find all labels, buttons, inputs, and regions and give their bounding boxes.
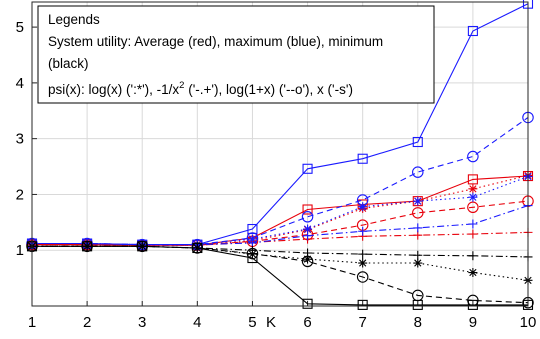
- y-tick-label: 5: [16, 19, 24, 36]
- square-marker: [357, 299, 368, 310]
- square-marker: [302, 204, 313, 215]
- square-marker: [302, 163, 313, 174]
- circle-marker: [356, 194, 369, 206]
- circle-marker: [467, 201, 479, 214]
- x-tick-label: 8: [414, 314, 422, 331]
- y-tick-label: 2: [16, 186, 24, 203]
- x-tick-label: 10: [520, 314, 537, 331]
- x-tick-label: 1: [28, 314, 36, 331]
- square-marker: [137, 241, 148, 252]
- circle-marker: [301, 255, 314, 268]
- circle-marker: [246, 247, 259, 260]
- square-marker: [247, 223, 258, 235]
- plus-marker: [358, 226, 368, 236]
- circle-marker: [301, 211, 314, 223]
- x-tick-label: 7: [358, 314, 366, 331]
- square-marker: [412, 136, 423, 148]
- legend-line-3: psi(x): log(x) (':*'), -1/x2 ('-.+'), lo…: [48, 80, 353, 97]
- square-marker: [247, 252, 258, 264]
- legend-title: Legends: [48, 12, 100, 27]
- star-marker: [413, 258, 423, 268]
- plot-frame: [31, 1, 529, 307]
- square-marker: [467, 299, 478, 310]
- square-marker: [302, 298, 313, 309]
- circle-marker: [246, 232, 259, 244]
- plus-marker: [358, 249, 368, 259]
- y-tick-label: 4: [16, 75, 24, 92]
- star-marker: [303, 224, 313, 234]
- plus-marker: [413, 223, 423, 233]
- x-tick-label: 3: [138, 314, 146, 331]
- x-tick-label: 9: [469, 314, 477, 331]
- circle-marker: [412, 166, 424, 178]
- square-marker: [467, 174, 478, 185]
- legend-line-3-suffix: ('-.+'), log(1+x) ('--o'), x ('-s'): [184, 82, 352, 97]
- series-line: [32, 174, 529, 246]
- y-tick-label: 3: [16, 131, 24, 148]
- series-line: [32, 175, 529, 246]
- series-line: [32, 3, 529, 246]
- square-marker: [467, 25, 478, 37]
- star-marker: [468, 184, 478, 194]
- star-marker: [358, 202, 368, 212]
- plus-marker: [468, 229, 478, 239]
- y-tick-label: 1: [16, 242, 24, 259]
- x-tick-label: 6: [303, 314, 311, 331]
- legend-line-2: (black): [48, 56, 89, 71]
- plus-marker: [413, 250, 423, 260]
- circle-marker: [412, 207, 424, 219]
- star-marker: [358, 258, 368, 268]
- square-marker: [357, 153, 368, 164]
- series-line: [32, 245, 529, 281]
- plus-marker: [468, 251, 478, 261]
- legend-box: Legends System utility: Average (red), m…: [37, 5, 435, 104]
- series-layer: [26, 0, 534, 310]
- legend-line-3-prefix: psi(x): log(x) (':*'), -1/x: [48, 82, 179, 97]
- x-tick-label: 4: [193, 314, 201, 331]
- circle-marker: [467, 150, 479, 163]
- legend-line-3-superscript: 2: [179, 80, 184, 91]
- star-marker: [303, 254, 313, 264]
- star-marker: [413, 196, 423, 206]
- series-line: [32, 176, 529, 246]
- series-line: [32, 245, 528, 306]
- plus-marker: [303, 231, 313, 241]
- square-marker: [412, 299, 423, 310]
- circle-marker: [356, 271, 369, 283]
- square-marker: [82, 241, 93, 252]
- legend-line-1: System utility: Average (red), maximum (…: [48, 34, 383, 49]
- plus-marker: [468, 219, 478, 229]
- square-marker: [192, 242, 203, 254]
- star-marker: [468, 268, 478, 278]
- x-tick-label: 5: [248, 314, 256, 331]
- x-tick-label: 2: [83, 314, 91, 331]
- star-marker: [468, 192, 478, 202]
- x-axis-label: K: [266, 314, 276, 331]
